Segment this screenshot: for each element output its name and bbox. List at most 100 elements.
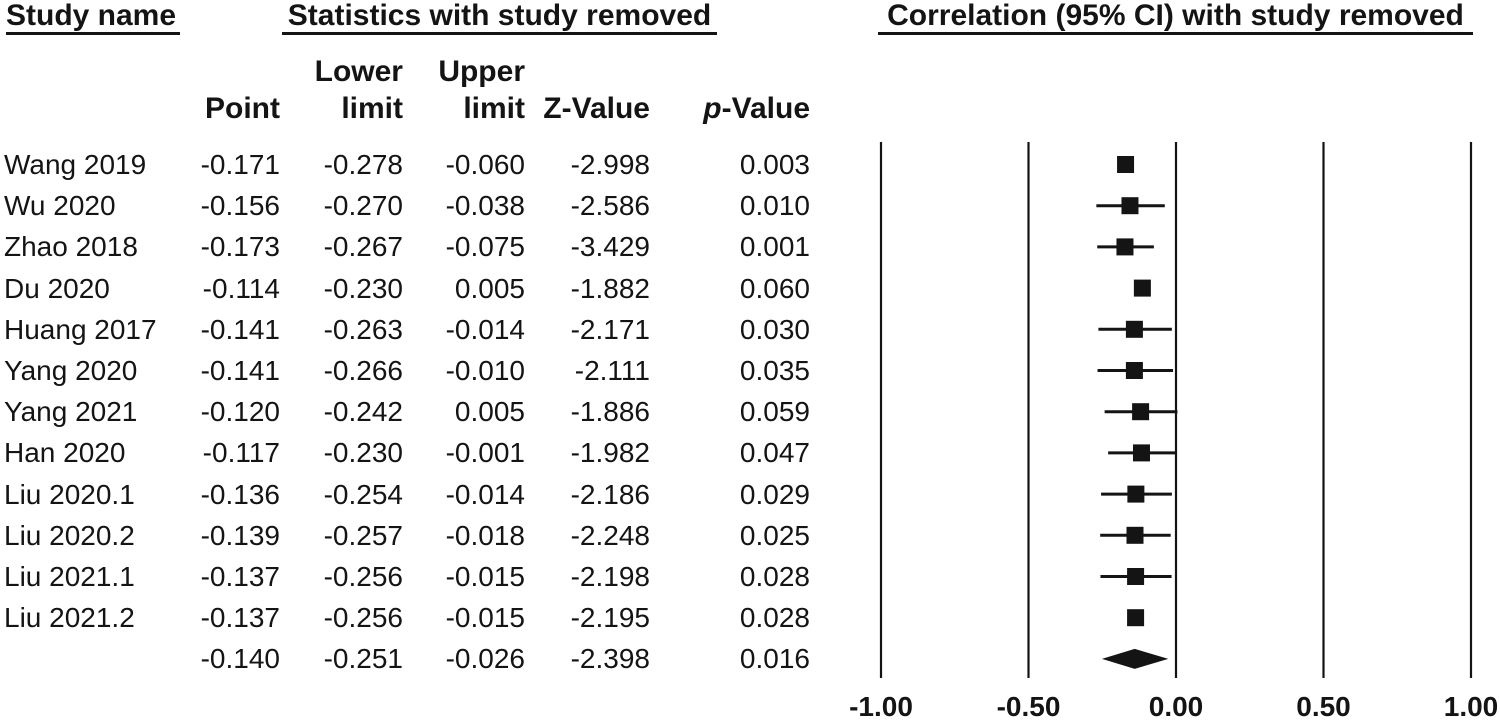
study-name: Liu 2020.2 xyxy=(4,519,135,551)
stat-value: -0.018 xyxy=(445,519,525,551)
point-marker xyxy=(1116,238,1134,256)
study-name: Zhao 2018 xyxy=(4,231,138,263)
column-headers-line1: Lower Upper xyxy=(0,56,814,88)
stat-value: -0.257 xyxy=(323,519,403,551)
col-p-value-label: p-Value xyxy=(654,93,814,125)
study-name: Du 2020 xyxy=(4,272,110,304)
stat-value: -0.014 xyxy=(445,313,525,345)
stat-value: -0.015 xyxy=(445,560,525,592)
stat-value: -0.173 xyxy=(200,231,280,263)
table-row: Wu 2020 -0.156 -0.270 -0.038 -2.586 0.010 xyxy=(0,185,814,226)
stat-value: 0.005 xyxy=(454,396,525,428)
point-marker xyxy=(1127,568,1145,585)
study-name: Liu 2020.1 xyxy=(4,478,135,510)
table-row: Zhao 2018 -0.173 -0.267 -0.075 -3.429 0.001 xyxy=(0,226,814,267)
stat-value: -0.038 xyxy=(445,190,525,222)
table-row: Liu 2021.1 -0.137 -0.256 -0.015 -2.198 0.028 xyxy=(0,556,814,597)
table-row: Yang 2021 -0.120 -0.242 0.005 -1.886 0.059 xyxy=(0,391,814,432)
axis-tick-label: 1.00 xyxy=(1444,691,1499,722)
correlation-header: Correlation (95% CI) with study removed xyxy=(878,0,1473,35)
stat-value: -2.586 xyxy=(570,190,650,222)
stat-value: -2.398 xyxy=(570,643,650,675)
stat-value: 0.010 xyxy=(739,190,810,222)
table-row: Wang 2019 -0.171 -0.278 -0.060 -2.998 0.003 xyxy=(0,144,814,185)
stat-value: -1.882 xyxy=(570,272,650,304)
stat-value: -0.156 xyxy=(200,190,280,222)
stat-value: -0.141 xyxy=(200,354,280,386)
stat-value: -0.001 xyxy=(445,437,525,469)
stat-value: -0.230 xyxy=(323,437,403,469)
study-name: Wu 2020 xyxy=(4,190,116,222)
p-rest: -Value xyxy=(721,92,810,125)
study-name: Han 2020 xyxy=(4,437,126,469)
axis-tick-label: 0.50 xyxy=(1296,691,1351,722)
stat-value: -2.171 xyxy=(570,313,650,345)
stat-value: -0.141 xyxy=(200,313,280,345)
point-marker xyxy=(1132,444,1150,462)
stat-value: -0.242 xyxy=(323,396,403,428)
stat-value: -0.137 xyxy=(200,602,280,634)
stat-value: -2.998 xyxy=(570,149,650,180)
table-row: Huang 2017 -0.141 -0.263 -0.014 -2.171 0.030 xyxy=(0,309,814,350)
point-marker xyxy=(1133,279,1151,297)
table-row: Liu 2020.1 -0.136 -0.254 -0.014 -2.186 0.029 xyxy=(0,474,814,515)
col-upper-limit-label: limit xyxy=(463,92,525,125)
statistics-header: Statistics with study removed xyxy=(282,0,717,35)
stat-value: 0.030 xyxy=(739,313,810,345)
stat-value: -0.015 xyxy=(445,602,525,634)
stat-value: -0.230 xyxy=(323,272,403,304)
study-name: Yang 2020 xyxy=(4,354,138,386)
point-marker xyxy=(1125,362,1143,379)
stat-value: -0.114 xyxy=(202,272,280,304)
col-lower-limit-label: limit xyxy=(341,92,403,125)
point-marker xyxy=(1127,609,1145,627)
stat-value: -0.014 xyxy=(445,478,525,510)
stat-value: -2.195 xyxy=(570,602,650,634)
col-lower-label: Lower xyxy=(314,55,403,88)
study-name: Huang 2017 xyxy=(4,313,157,345)
stat-value: -0.278 xyxy=(323,149,403,180)
stat-value: 0.035 xyxy=(739,354,810,386)
study-name: Liu 2021.1 xyxy=(4,560,135,592)
stat-value: -0.140 xyxy=(200,643,280,675)
stat-value: 0.028 xyxy=(739,560,810,592)
point-marker xyxy=(1132,403,1150,421)
stat-value: -0.171 xyxy=(200,149,280,180)
stat-value: -0.270 xyxy=(323,190,403,222)
table-row: -0.140 -0.251 -0.026 -2.398 0.016 xyxy=(0,638,814,679)
stat-value: -0.256 xyxy=(323,602,403,634)
stat-value: 0.028 xyxy=(739,602,810,634)
table-row: Liu 2020.2 -0.139 -0.257 -0.018 -2.248 0.025 xyxy=(0,515,814,556)
stat-value: -0.010 xyxy=(445,354,525,386)
stat-value: -2.111 xyxy=(574,354,650,386)
column-headers-line2: Point limit limit Z-Value p-Value xyxy=(0,93,814,125)
summary-diamond xyxy=(1101,648,1169,669)
col-upper-label: Upper xyxy=(438,55,525,88)
study-name: Wang 2019 xyxy=(4,149,147,180)
stat-value: 0.047 xyxy=(739,437,810,469)
stat-value: 0.003 xyxy=(739,149,810,180)
stat-value: -0.120 xyxy=(200,396,280,428)
point-marker xyxy=(1127,485,1145,503)
stat-value: -2.198 xyxy=(570,560,650,592)
stat-value: 0.025 xyxy=(739,519,810,551)
stat-value: 0.005 xyxy=(454,272,525,304)
point-marker xyxy=(1126,526,1144,544)
stat-value: -0.254 xyxy=(323,478,403,510)
stat-value: -1.982 xyxy=(570,437,650,469)
table-row: Han 2020 -0.117 -0.230 -0.001 -1.982 0.047 xyxy=(0,432,814,473)
axis-tick-label: -1.00 xyxy=(849,691,913,722)
stat-value: 0.016 xyxy=(739,643,810,675)
stat-value: -0.256 xyxy=(323,560,403,592)
stat-value: -0.117 xyxy=(202,437,280,469)
stat-value: -2.248 xyxy=(570,519,650,551)
point-marker xyxy=(1125,320,1143,338)
study-name-header: Study name xyxy=(6,0,180,35)
stat-value: -0.139 xyxy=(200,519,280,551)
stats-table: Wang 2019 -0.171 -0.278 -0.060 -2.998 0.003 Wu… xyxy=(0,144,814,679)
stat-value: -3.429 xyxy=(570,231,650,263)
stat-value: -0.267 xyxy=(323,231,403,263)
stat-value: -1.886 xyxy=(570,396,650,428)
